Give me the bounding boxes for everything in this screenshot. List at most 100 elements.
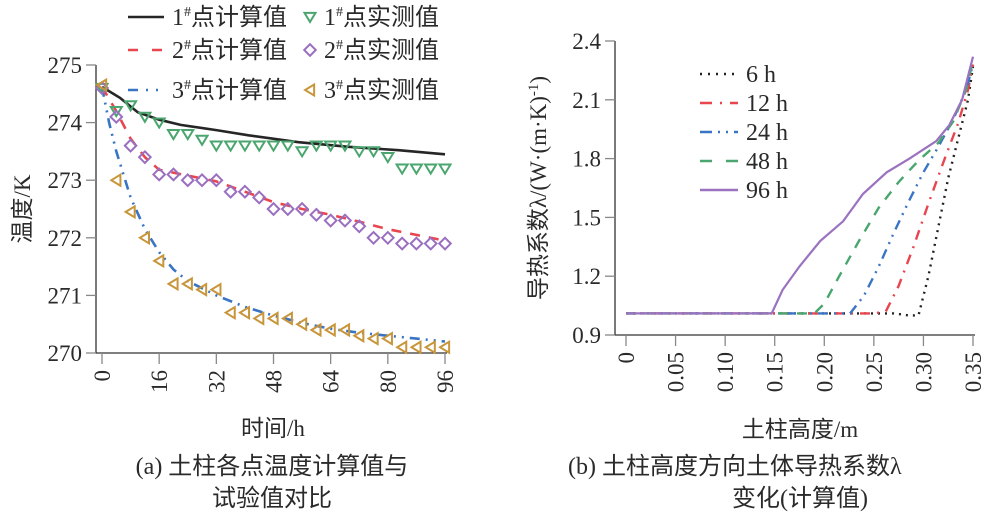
panel-a-caption-line1: (a) 土柱各点温度计算值与 [136,453,409,480]
panel-b-series-line-12h [626,64,975,315]
legend-label-sup: # [336,38,343,53]
panel-a-data-point [166,276,179,292]
legend-label-sup: # [184,78,191,93]
panel-a-x-axis-label: 时间/h [241,416,305,441]
panel-a-data-point [109,172,122,188]
panel-a-data-point [423,163,438,176]
panel-a-data-point [366,331,379,346]
panel-a-data-point [238,305,251,320]
panel-a-data-point [209,282,222,297]
panel-a-data-point [351,146,367,159]
panel-a-data-point [94,82,110,95]
panel-a-data-point [323,322,336,338]
legend-label-text: 点计算值 [191,37,287,64]
panel-b-legend-label: 24 h [746,120,788,146]
panel-a-data-point [294,146,310,159]
panel-a-data-point [237,140,253,153]
panel-a-legend-label: 2#点实测值 [324,37,439,64]
panel-a-legend-item: 1#点计算值 [128,4,287,31]
panel-a-data-point [309,322,322,338]
panel-a-data-point [366,146,381,159]
panel-a-data-point [309,207,324,222]
panel-a-x-tick-label: 0 [90,370,115,382]
panel-a-data-point [166,167,181,182]
panel-b-y-tick-label: 1.8 [572,147,601,172]
panel-a-x-tick-label: 16 [147,370,172,393]
panel-b-y-axis-label: 导热系数λ/(W·(m·K)-1) [526,76,551,300]
panel-a-caption-line2: 试验值对比 [212,485,332,512]
panel-a-legend-label: 2#点计算值 [172,37,287,64]
legend-label-text: 点实测值 [343,77,439,104]
panel-a-series-markers-5 [94,80,453,251]
panel-b-y-tick-label: 2.1 [572,88,601,113]
panel-b-series-line-96h [626,56,975,315]
panel-a-legend-label: 3#点实测值 [324,77,439,104]
panel-a-legend-item: 3#点实测值 [303,77,439,104]
legend-label-num: 2 [172,38,184,64]
panel-a-data-point [180,276,193,292]
panel-b-x-tick-label: 0.30 [911,352,936,392]
panel-a-data-point [123,138,138,153]
panel-a-data-point [380,230,396,245]
panel-a-data-point [123,100,138,113]
panel-a-legend-item: 2#点计算值 [128,37,287,64]
legend-label-num: 3 [172,78,184,104]
panel-a-data-point [280,140,296,153]
panel-a-data-point [195,282,208,297]
legend-label-sup: # [336,5,343,20]
panel-b-x-tick-label: 0.20 [812,352,837,392]
panel-a-data-point [223,305,236,320]
panel-a-data-point [366,230,381,245]
panel-b-x-tick-label: 0.25 [862,352,887,392]
panel-a-y-tick-label: 270 [48,341,83,366]
panel-a-y-tick-label: 271 [48,283,83,308]
panel-b-legend-item: 6 h [700,62,776,88]
panel-a-data-point [266,201,281,217]
panel-a-series-markers-4 [94,82,453,176]
legend-label-num: 3 [324,78,336,104]
panel-a-y-tick-label: 274 [48,111,83,136]
panel-a-data-point [280,311,293,326]
panel-a-data-point [152,253,165,269]
panel-a-data-point [337,140,353,153]
legend-label-text: 点实测值 [343,37,439,64]
panel-b-conductivity-chart: 0.9 1.2 1.5 1.8 2.1 2.4 0 0.05 0.10 0.15 0.20 0.25 0… [526,29,986,512]
panel-b-y-axis-label-main: 导热系数λ/(W·(m·K) [526,96,551,300]
panel-a-data-point [123,204,136,220]
panel-a-data-point [337,213,353,228]
panel-b-y-tick-label: 1.5 [572,205,601,230]
panel-a-series [94,77,453,355]
legend-label-num: 2 [324,38,336,64]
panel-a-legend-marker [302,11,318,24]
panel-a-data-point [137,149,153,165]
panel-a-data-point [166,128,181,141]
panel-a-data-point [266,140,281,153]
panel-b-x-axis-label: 土柱高度/m [742,417,858,442]
panel-b-series-line-6h [626,66,975,317]
panel-a-data-point [437,236,453,251]
legend-label-sup: # [184,5,191,20]
panel-a-x-tick-label: 48 [262,370,287,393]
panel-b-x-tick-label: 0 [614,352,639,364]
panel-a-data-point [266,311,279,326]
panel-a-legend-label: 1#点计算值 [172,4,287,31]
panel-b-y-tick-label: 0.9 [572,323,601,348]
panel-a-data-point [252,190,267,205]
panel-b-axes: 0.9 1.2 1.5 1.8 2.1 2.4 0 0.05 0.10 0.15 0.20 0.25 0… [572,29,986,392]
legend-label-num: 1 [324,5,336,31]
panel-a-series-line-3 [100,86,446,343]
panel-a-data-point [295,316,308,332]
panel-a-y-tick-label: 272 [48,226,83,251]
panel-a-legend-item: 3#点计算值 [128,77,287,104]
panel-a-x-tick-label: 96 [433,370,458,393]
legend-label-sup: # [184,38,191,53]
panel-b-y-tick-label: 2.4 [572,29,601,54]
panel-a-data-point [394,236,410,251]
panel-b-legend-label: 12 h [746,91,788,117]
panel-a-x-tick-label: 32 [204,370,229,393]
panel-b-caption-line1: (b) 土柱高度方向土体导热系数λ [568,453,902,480]
panel-a-data-point [194,173,210,188]
panel-b-legend-label: 48 h [746,149,788,175]
panel-a-data-point [380,152,396,165]
panel-b-caption-line2: 变化(计算值) [732,485,868,512]
